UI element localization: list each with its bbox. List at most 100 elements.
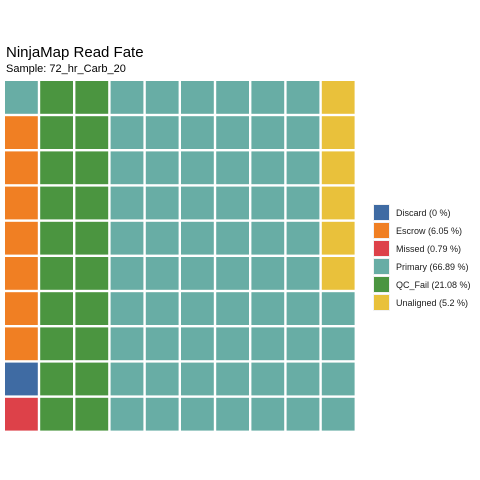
legend-label-unaligned: Unaligned (5.2 %) (396, 298, 468, 308)
waffle-cell-primary (216, 221, 249, 255)
legend-swatch-missed (374, 241, 389, 256)
waffle-cell-primary (216, 362, 249, 396)
chart-subtitle: Sample: 72_hr_Carb_20 (6, 63, 126, 75)
waffle-cell-primary (251, 81, 285, 114)
waffle-cell-unaligned (321, 151, 355, 185)
waffle-cell-qc_fail (40, 397, 73, 431)
waffle-cell-primary (181, 362, 214, 396)
waffle-cell-primary (216, 151, 249, 185)
waffle-cell-qc_fail (40, 257, 73, 290)
legend-label-qc_fail: QC_Fail (21.08 %) (396, 280, 471, 290)
waffle-cell-unaligned (321, 116, 355, 149)
legend-swatch-discard (374, 205, 389, 220)
waffle-cell-primary (110, 292, 144, 325)
waffle-cell-unaligned (321, 221, 355, 255)
waffle-cell-unaligned (321, 257, 355, 290)
waffle-cell-primary (110, 186, 144, 220)
legend-label-discard: Discard (0 %) (396, 208, 451, 218)
waffle-cell-missed (5, 397, 38, 431)
waffle-cell-primary (286, 257, 320, 290)
waffle-cell-qc_fail (40, 221, 73, 255)
waffle-cell-escrow (5, 186, 38, 220)
waffle-cell-qc_fail (40, 327, 73, 361)
waffle-cell-escrow (5, 257, 38, 290)
legend-swatch-escrow (374, 223, 389, 238)
waffle-cell-primary (216, 186, 249, 220)
chart-title: NinjaMap Read Fate (6, 44, 144, 61)
waffle-cell-primary (145, 151, 179, 185)
waffle-cell-primary (145, 397, 179, 431)
waffle-cell-primary (181, 292, 214, 325)
waffle-cell-primary (181, 81, 214, 114)
waffle-cell-primary (145, 186, 179, 220)
waffle-cell-qc_fail (75, 151, 109, 185)
waffle-cell-primary (145, 362, 179, 396)
waffle-cell-primary (286, 327, 320, 361)
waffle-cell-primary (145, 257, 179, 290)
waffle-cell-primary (251, 151, 285, 185)
waffle-cell-primary (145, 221, 179, 255)
waffle-grid (5, 81, 355, 431)
waffle-cell-qc_fail (40, 81, 73, 114)
legend-swatch-unaligned (374, 295, 389, 310)
waffle-cell-unaligned (321, 186, 355, 220)
waffle-cell-qc_fail (75, 327, 109, 361)
waffle-cell-primary (145, 292, 179, 325)
waffle-cell-escrow (5, 327, 38, 361)
waffle-cell-unaligned (321, 81, 355, 114)
waffle-cell-primary (110, 151, 144, 185)
legend-label-missed: Missed (0.79 %) (396, 244, 461, 254)
waffle-cell-qc_fail (40, 292, 73, 325)
waffle-cell-primary (181, 221, 214, 255)
waffle-cell-primary (286, 362, 320, 396)
waffle-cell-primary (251, 257, 285, 290)
waffle-cell-primary (251, 221, 285, 255)
waffle-cell-qc_fail (75, 221, 109, 255)
waffle-cell-primary (286, 397, 320, 431)
waffle-cell-primary (321, 327, 355, 361)
waffle-cell-primary (181, 327, 214, 361)
waffle-cell-primary (110, 81, 144, 114)
waffle-cell-primary (110, 327, 144, 361)
waffle-cell-qc_fail (75, 362, 109, 396)
waffle-cell-primary (286, 116, 320, 149)
legend-swatch-qc_fail (374, 277, 389, 292)
waffle-cell-primary (181, 186, 214, 220)
waffle-cell-primary (321, 362, 355, 396)
waffle-cell-primary (251, 397, 285, 431)
waffle-cell-primary (251, 327, 285, 361)
waffle-cell-qc_fail (75, 186, 109, 220)
waffle-cell-escrow (5, 116, 38, 149)
legend: Discard (0 %) Escrow (6.05 %) Missed (0.79… (373, 204, 471, 311)
waffle-cell-discard (5, 362, 38, 396)
waffle-cell-primary (216, 257, 249, 290)
waffle-cell-qc_fail (75, 257, 109, 290)
waffle-cell-primary (286, 292, 320, 325)
waffle-cell-primary (110, 362, 144, 396)
waffle-cell-escrow (5, 151, 38, 185)
waffle-cell-qc_fail (40, 362, 73, 396)
waffle-cell-qc_fail (75, 397, 109, 431)
waffle-cell-primary (286, 221, 320, 255)
waffle-cell-primary (251, 292, 285, 325)
waffle-cell-primary (181, 257, 214, 290)
waffle-cell-primary (181, 151, 214, 185)
waffle-cell-primary (251, 362, 285, 396)
waffle-cell-qc_fail (75, 292, 109, 325)
waffle-cell-primary (286, 81, 320, 114)
waffle-cell-primary (145, 327, 179, 361)
waffle-cell-primary (251, 116, 285, 149)
waffle-cell-primary (181, 116, 214, 149)
waffle-cell-escrow (5, 292, 38, 325)
legend-label-primary: Primary (66.89 %) (396, 262, 469, 272)
waffle-cell-primary (110, 257, 144, 290)
waffle-cell-primary (286, 186, 320, 220)
waffle-cell-primary (286, 151, 320, 185)
waffle-cell-primary (251, 186, 285, 220)
waffle-cell-qc_fail (40, 186, 73, 220)
waffle-cell-primary (181, 397, 214, 431)
waffle-cell-primary (110, 397, 144, 431)
legend-label-escrow: Escrow (6.05 %) (396, 226, 462, 236)
waffle-cell-qc_fail (75, 81, 109, 114)
